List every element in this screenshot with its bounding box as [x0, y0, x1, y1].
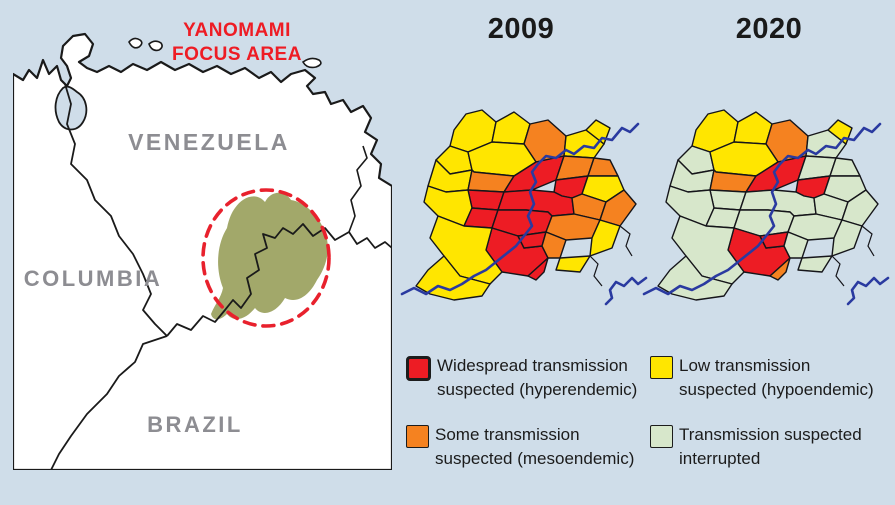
- map-region: [491, 111, 531, 145]
- endemicity-map-2009: [400, 109, 648, 306]
- border-venezuela-brazil: [166, 223, 392, 337]
- legend-column-right: Low transmission suspected (hypoendemic)…: [650, 354, 892, 472]
- map-border-line: [861, 225, 875, 257]
- border-colombia-venezuela: [64, 83, 168, 337]
- legend-swatch-mesoendemic: [406, 425, 429, 449]
- legend-swatch-hyperendemic: [406, 356, 431, 381]
- legend-label-line: suspected (hyperendemic): [437, 380, 638, 400]
- endemicity-map-2020: [642, 109, 890, 306]
- map-region: [589, 219, 621, 257]
- island: [148, 40, 163, 52]
- island: [301, 57, 322, 69]
- map-border-line: [831, 255, 845, 287]
- country-label-columbia: COLUMBIA: [24, 266, 163, 291]
- legend-item-mesoendemic: Some transmission suspected (mesoendemic…: [406, 423, 648, 471]
- map-region: [555, 255, 591, 273]
- country-label-brazil: BRAZIL: [147, 412, 243, 437]
- legend-label-line: Some transmission: [435, 425, 580, 445]
- legend-label-mesoendemic: Some transmission suspected (mesoendemic…: [435, 423, 634, 471]
- focus-ring: [201, 188, 331, 328]
- map-region: [429, 215, 503, 285]
- legend-label-hypoendemic: Low transmission suspected (hypoendemic): [679, 354, 874, 402]
- legend-label-line: Low transmission: [679, 356, 811, 375]
- map-region: [599, 189, 637, 227]
- focus-area-label-line2: FOCUS AREA: [172, 44, 302, 65]
- map-title-2009: 2009: [487, 13, 555, 45]
- map-border-line: [619, 225, 633, 257]
- legend-label-line: Widespread transmission: [437, 356, 628, 375]
- border-colombia-brazil: [50, 335, 168, 470]
- map-region: [829, 157, 861, 177]
- legend-item-hypoendemic: Low transmission suspected (hypoendemic): [650, 354, 892, 402]
- map-region: [769, 257, 791, 281]
- map-region: [587, 157, 619, 177]
- legend-swatch-interrupted: [650, 425, 673, 449]
- river: [604, 276, 648, 306]
- legend-label-line: Transmission suspected: [679, 425, 862, 445]
- island: [128, 37, 143, 49]
- river: [400, 122, 640, 296]
- locator-map: YANOMAMI FOCUS AREA VENEZUELA COLUMBIA B…: [13, 20, 392, 470]
- map-region: [841, 189, 879, 227]
- legend-label-interrupted: Transmission suspected interrupted: [679, 423, 862, 471]
- map-region: [671, 215, 745, 285]
- focus-area-shape: [211, 192, 328, 320]
- map-title-2020: 2020: [735, 13, 803, 45]
- map-region: [797, 255, 833, 273]
- country-label-venezuela: VENEZUELA: [128, 129, 290, 155]
- map-border-line: [589, 255, 603, 287]
- map-region: [541, 231, 567, 259]
- focus-area-label-line1: YANOMAMI: [183, 20, 291, 41]
- border-venezuela-guyana: [348, 145, 368, 233]
- legend-label-line: suspected (mesoendemic): [435, 449, 635, 469]
- map-region: [527, 257, 549, 281]
- river: [846, 276, 890, 306]
- legend-label-line: suspected (hypoendemic): [679, 380, 874, 400]
- map-region: [783, 231, 809, 259]
- legend-item-interrupted: Transmission suspected interrupted: [650, 423, 892, 471]
- river: [642, 122, 882, 296]
- map-region: [831, 219, 863, 257]
- legend-swatch-hypoendemic: [650, 356, 673, 379]
- legend-label-hyperendemic: Widespread transmission suspected (hyper…: [437, 354, 637, 402]
- map-region: [733, 111, 773, 145]
- legend-item-hyperendemic: Widespread transmission suspected (hyper…: [406, 354, 648, 402]
- legend-column-left: Widespread transmission suspected (hyper…: [406, 354, 648, 472]
- legend-label-line: interrupted: [679, 449, 761, 469]
